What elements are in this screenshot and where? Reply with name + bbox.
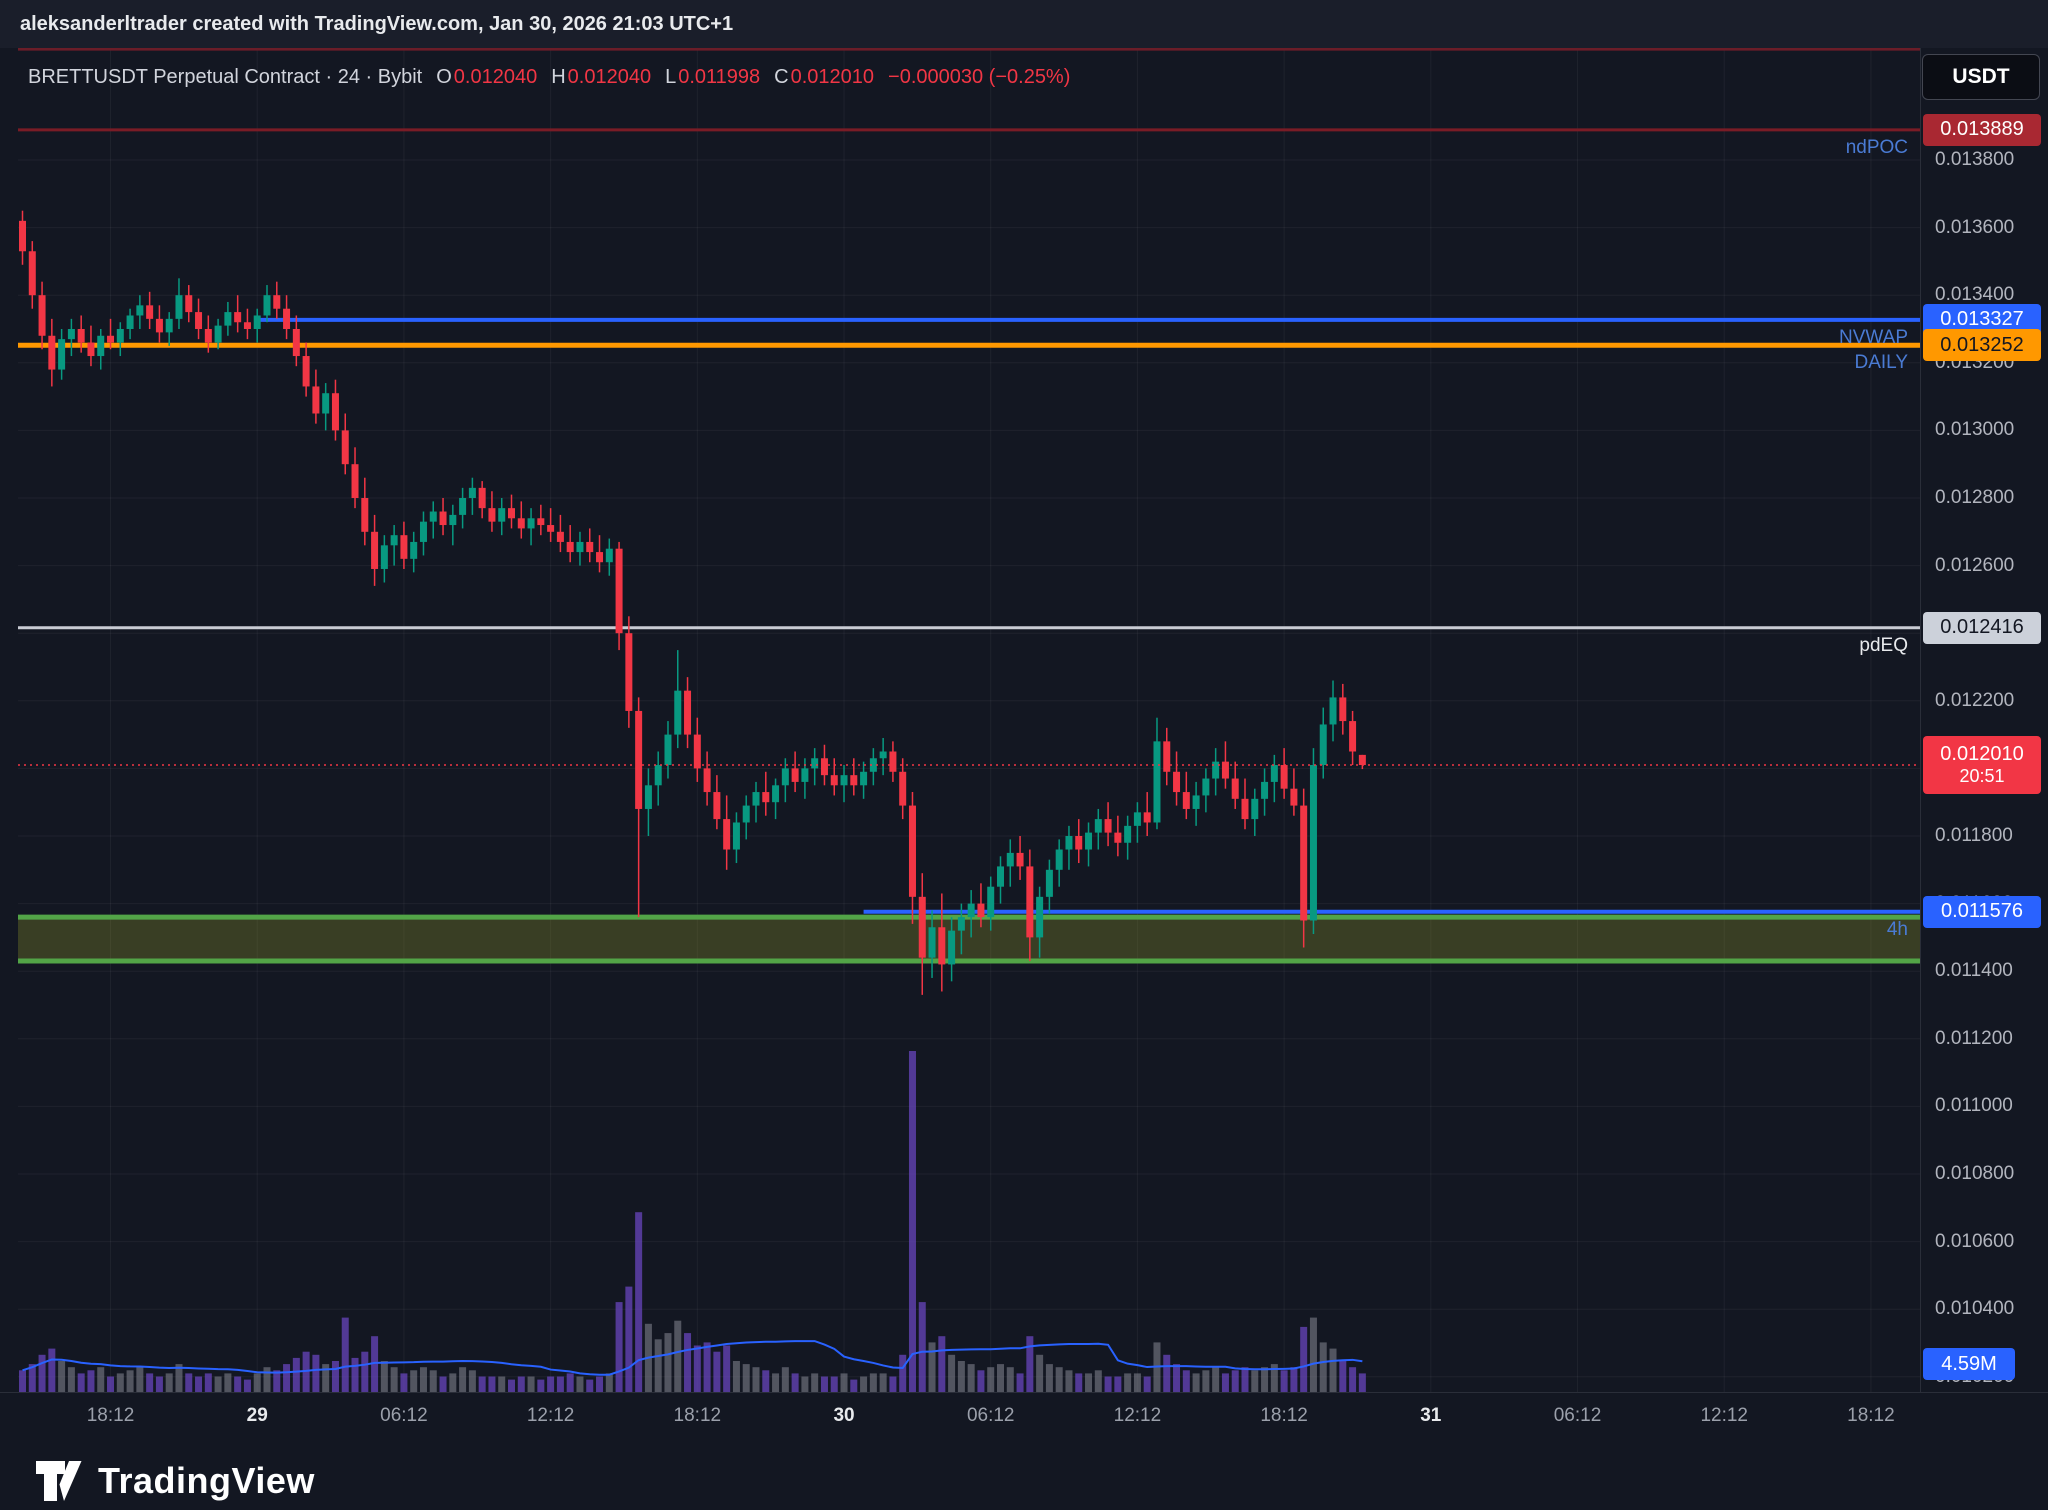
price-tick: 0.013600 [1935, 216, 2015, 238]
currency-toggle-button[interactable]: USDT [1922, 54, 2040, 100]
level-label-daily: DAILY [1854, 352, 1908, 374]
time-tick: 18:12 [86, 1405, 135, 1426]
price-tick: 0.010800 [1935, 1163, 2015, 1184]
price-badge-ndpoc: 0.013889 [1923, 113, 2041, 146]
attribution-text: aleksanderltrader created with TradingVi… [20, 12, 734, 35]
time-tick: 12:12 [1113, 1405, 1162, 1426]
symbol-legend[interactable]: BRETTUSDT Perpetual Contract · 24 · Bybi… [28, 66, 1070, 89]
time-tick: 29 [246, 1405, 268, 1426]
grid-lines [18, 48, 1920, 1392]
price-tick: 0.013400 [1935, 284, 2015, 306]
price-tick: 0.012800 [1935, 487, 2015, 508]
price-badge-daily: 0.013252 [1923, 329, 2041, 362]
ohlc-close: C 0.012010 [774, 66, 875, 88]
time-tick: 06:12 [1553, 1405, 1602, 1426]
price-axis[interactable]: 0.013800 0.013600 0.013400 0.013200 0.013000… [1920, 48, 2048, 1392]
candles [19, 210, 1366, 995]
ohlc-open: O 0.012040 [436, 66, 538, 88]
attribution-bar: aleksanderltrader created with TradingVi… [0, 0, 2048, 48]
price-tick: 0.012200 [1935, 689, 2015, 711]
time-tick: 18:12 [673, 1405, 722, 1426]
level-label-ndpoc: ndPOC [1845, 136, 1908, 158]
time-tick: 18:12 [1260, 1405, 1308, 1426]
price-tick: 0.013000 [1935, 419, 2015, 441]
ohlc-low: L 0.011998 [665, 66, 761, 88]
price-tick: 0.011200 [1935, 1027, 2013, 1049]
level-lines [18, 47, 1920, 914]
time-tick: 06:12 [380, 1405, 428, 1426]
price-change: −0.000030 (−0.25%) [888, 66, 1071, 88]
time-tick: 12:12 [1700, 1405, 1748, 1426]
volume-ma-badge: 4.59M [1923, 1348, 2015, 1380]
tradingview-logo-text: TradingView [98, 1460, 315, 1501]
time-tick: 31 [1420, 1405, 1442, 1426]
time-tick: 18:12 [1847, 1405, 1895, 1426]
price-tick: 0.013800 [1935, 149, 2015, 170]
price-badge-pdeq: 0.012416 [1923, 611, 2041, 644]
last-price-badge: 0.012010 20:51 [1923, 736, 2041, 795]
price-tick: 0.011800 [1935, 825, 2013, 846]
tradingview-logo-icon [36, 1461, 82, 1501]
price-tick: 0.010600 [1935, 1230, 2015, 1252]
time-tick: 06:12 [966, 1405, 1015, 1426]
price-tick: 0.012600 [1935, 554, 2015, 576]
ohlc-high: H 0.012040 [551, 66, 652, 88]
tradingview-logo[interactable]: TradingView [36, 1460, 315, 1502]
price-tick: 0.011000 [1935, 1095, 2013, 1117]
volume-ma-line [22, 1340, 1363, 1376]
price-tick: 0.010400 [1935, 1298, 2015, 1320]
demand-zone [18, 914, 1920, 964]
price-tick: 0.011400 [1935, 960, 2013, 982]
level-label-pdeq: pdEQ [1859, 634, 1908, 656]
time-tick: 12:12 [526, 1405, 575, 1426]
level-label-nvwap: NVWAP [1839, 326, 1908, 348]
volume-bars [19, 1051, 1366, 1392]
level-label-4h: 4h [1886, 918, 1908, 940]
price-badge-4h: 0.011576 [1923, 895, 2041, 928]
symbol-title[interactable]: BRETTUSDT Perpetual Contract · 24 · Bybi… [28, 66, 423, 88]
time-axis[interactable]: 18:12 29 06:12 12:12 18:12 30 06:12 12:12 18:12 3… [0, 1392, 2048, 1440]
time-tick: 30 [833, 1405, 855, 1426]
